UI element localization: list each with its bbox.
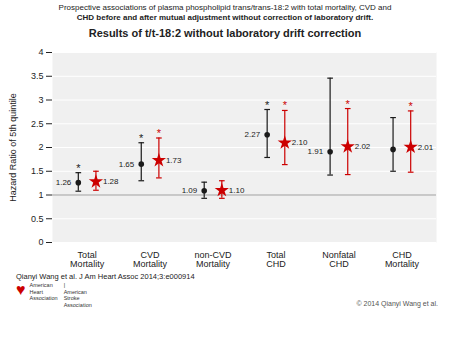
html-text:Results of t/t-18:2 without la: Results of t/t-18:2 without laboratory d… xyxy=(88,27,362,39)
svg-text:Hazard Ratio of 5th quintile: Hazard Ratio of 5th quintile xyxy=(8,93,18,202)
svg-text:*: * xyxy=(139,132,144,144)
svg-text:NonfatalCHD: NonfatalCHD xyxy=(322,250,356,269)
svg-text:TotalCHD: TotalCHD xyxy=(266,250,286,269)
svg-text:*: * xyxy=(283,99,288,111)
svg-text:1.5: 1.5 xyxy=(31,166,44,176)
svg-text:2.02: 2.02 xyxy=(355,142,371,151)
svg-text:TotalMortality: TotalMortality xyxy=(70,250,105,269)
svg-text:1.26: 1.26 xyxy=(56,178,72,187)
svg-text:*: * xyxy=(76,162,81,174)
svg-text:2.5: 2.5 xyxy=(31,119,44,129)
svg-text:non-CVDMortality: non-CVDMortality xyxy=(195,250,233,269)
svg-text:*: * xyxy=(157,127,162,139)
svg-text:*: * xyxy=(409,100,414,112)
svg-text:4: 4 xyxy=(38,47,43,57)
html-text:| American Stroke Association: | American Stroke Association xyxy=(63,282,92,308)
svg-text:0: 0 xyxy=(38,237,43,247)
svg-text:CVDMortality: CVDMortality xyxy=(133,250,168,269)
svg-text:1.65: 1.65 xyxy=(119,160,135,169)
svg-text:*: * xyxy=(265,99,270,111)
html-text:© 2014 Qianyi Wang et al.: © 2014 Qianyi Wang et al. xyxy=(356,300,438,307)
svg-text:1.73: 1.73 xyxy=(166,156,182,165)
html-text:American Heart Association: American Heart Association xyxy=(29,282,58,301)
svg-text:CHDMortality: CHDMortality xyxy=(385,250,420,269)
svg-text:1.09: 1.09 xyxy=(182,186,198,195)
svg-text:1: 1 xyxy=(38,190,43,200)
svg-text:2.01: 2.01 xyxy=(418,143,434,152)
svg-text:3: 3 xyxy=(38,95,43,105)
svg-text:1.91: 1.91 xyxy=(308,147,324,156)
svg-text:2: 2 xyxy=(38,142,43,152)
html-text:CHD before and after mutual ad: CHD before and after mutual adjustment w… xyxy=(76,13,374,22)
svg-text:0.5: 0.5 xyxy=(31,214,44,224)
svg-text:*: * xyxy=(346,98,351,110)
svg-text:2.27: 2.27 xyxy=(245,130,261,139)
svg-text:3.5: 3.5 xyxy=(31,71,44,81)
svg-text:1.28: 1.28 xyxy=(103,177,119,186)
svg-text:1.10: 1.10 xyxy=(229,186,245,195)
html-text:Prospective associations of pl: Prospective associations of plasma phosp… xyxy=(58,3,392,12)
html-text:Qianyi Wang et al. J Am Heart: Qianyi Wang et al. J Am Heart Assoc 2014… xyxy=(16,272,195,281)
svg-text:2.10: 2.10 xyxy=(292,138,308,147)
